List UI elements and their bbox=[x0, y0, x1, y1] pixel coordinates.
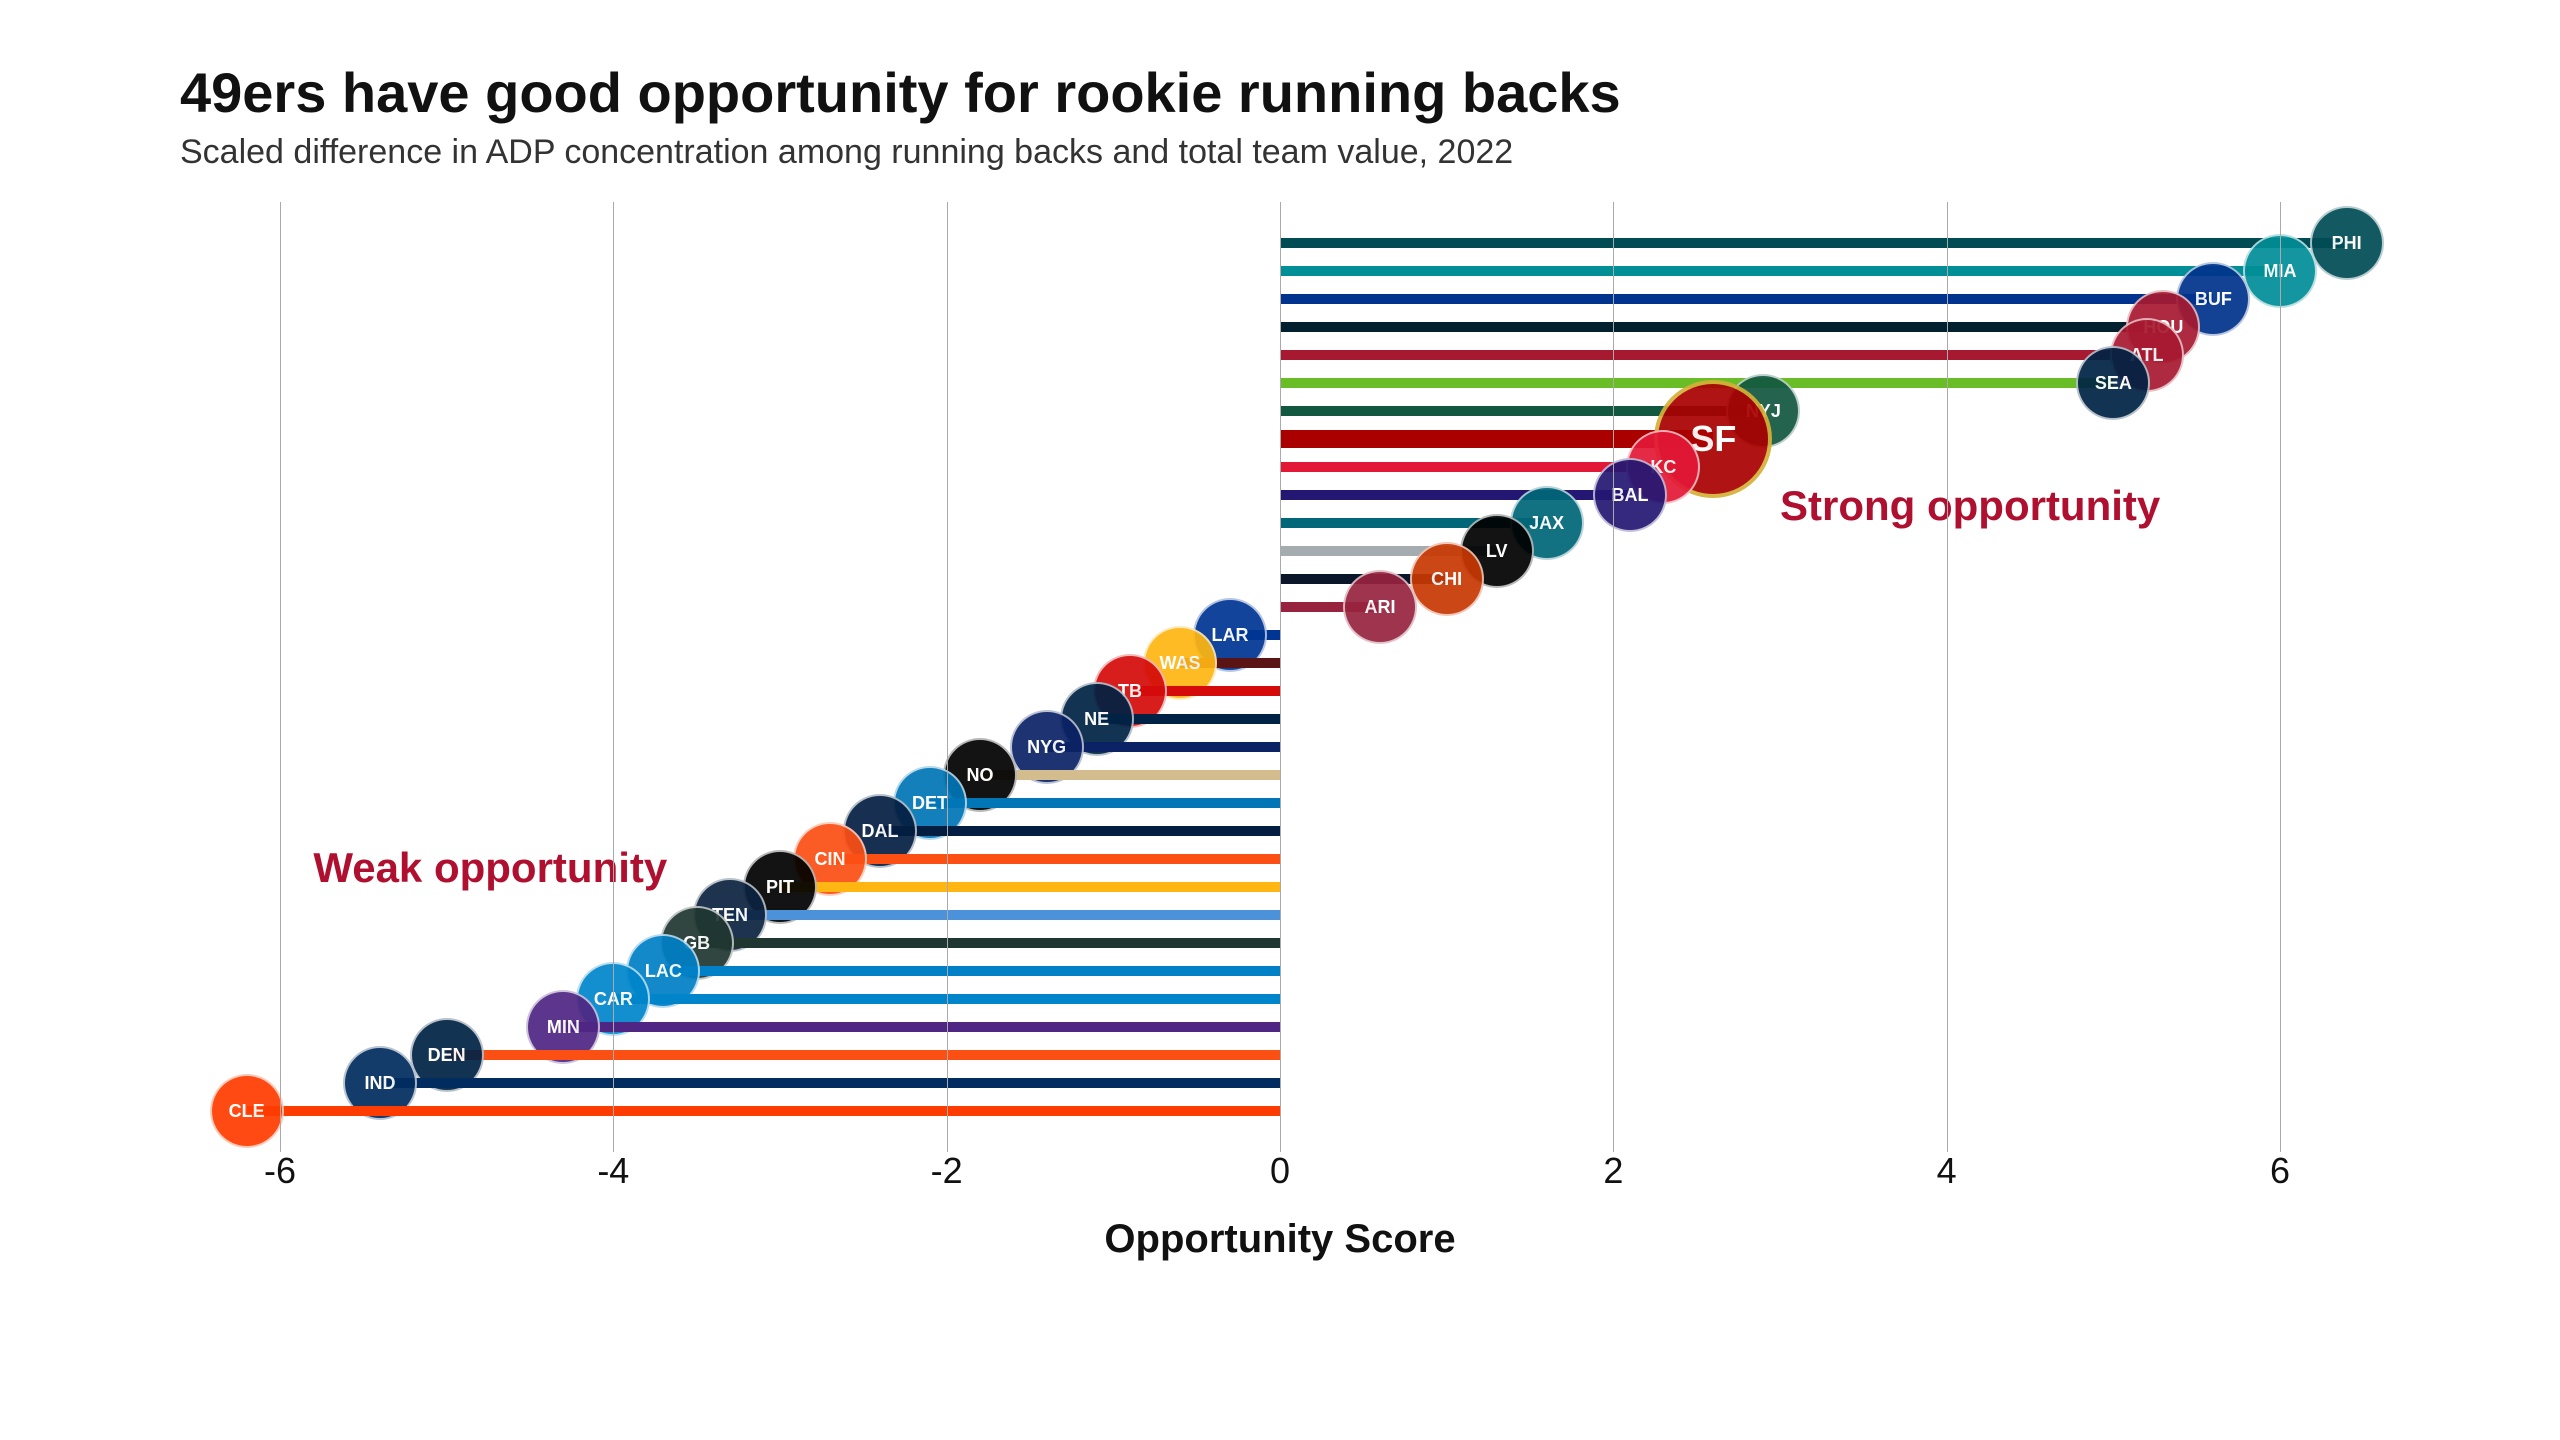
x-tick-label: 0 bbox=[1270, 1150, 1290, 1192]
gridline bbox=[1613, 202, 1614, 1152]
gridline bbox=[947, 202, 948, 1152]
bar bbox=[1280, 266, 2280, 276]
gridline bbox=[613, 202, 614, 1152]
x-tick-label: -6 bbox=[264, 1150, 296, 1192]
bar bbox=[880, 826, 1280, 836]
chart-title: 49ers have good opportunity for rookie r… bbox=[180, 60, 2380, 125]
bar bbox=[697, 938, 1280, 948]
gridline bbox=[1947, 202, 1948, 1152]
x-tick-label: 4 bbox=[1937, 1150, 1957, 1192]
bar bbox=[780, 882, 1280, 892]
x-axis-title: Opportunity Score bbox=[1104, 1217, 1455, 1262]
bar bbox=[1280, 350, 2147, 360]
x-tick-label: -4 bbox=[597, 1150, 629, 1192]
bar bbox=[830, 854, 1280, 864]
bar bbox=[447, 1050, 1280, 1060]
bar bbox=[1280, 238, 2347, 248]
plot-area: PHIMIABUFHOUATLSEANYJSFKCBALJAXLVCHIARIL… bbox=[180, 202, 2380, 1202]
bar bbox=[1280, 490, 1630, 500]
gridline bbox=[2280, 202, 2281, 1152]
bar bbox=[563, 1022, 1280, 1032]
bar bbox=[380, 1078, 1280, 1088]
bar bbox=[730, 910, 1280, 920]
gridline bbox=[280, 202, 281, 1152]
x-tick-label: 2 bbox=[1603, 1150, 1623, 1192]
chart-subtitle: Scaled difference in ADP concentration a… bbox=[180, 133, 2380, 172]
team-logo-icon: CLE bbox=[210, 1074, 284, 1148]
gridline bbox=[1280, 202, 1281, 1152]
bar bbox=[247, 1106, 1280, 1116]
x-tick-label: 6 bbox=[2270, 1150, 2290, 1192]
annotation-strong: Strong opportunity bbox=[1780, 482, 2160, 530]
bar bbox=[1280, 294, 2213, 304]
x-tick-label: -2 bbox=[931, 1150, 963, 1192]
bar bbox=[663, 966, 1280, 976]
bar bbox=[1280, 322, 2163, 332]
bar bbox=[930, 798, 1280, 808]
chart-container: 49ers have good opportunity for rookie r… bbox=[180, 60, 2380, 1202]
bar bbox=[980, 770, 1280, 780]
